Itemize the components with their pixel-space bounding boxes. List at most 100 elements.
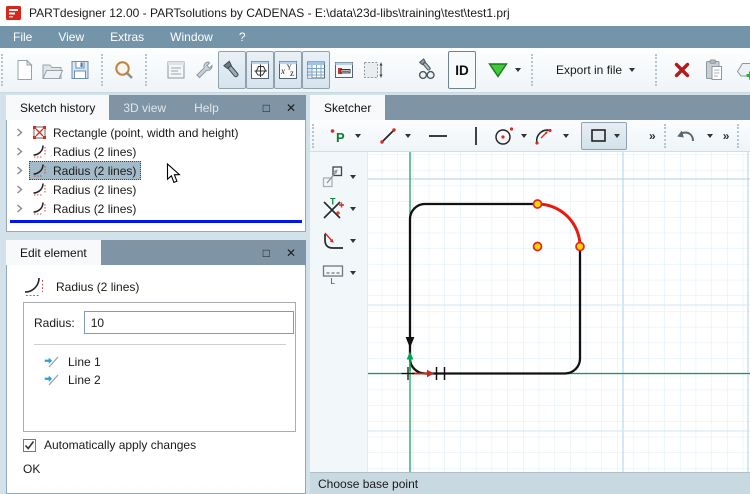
filter-dropdown-caret-icon[interactable]: [515, 68, 521, 72]
value-table-button[interactable]: [302, 51, 330, 89]
line-2-item[interactable]: Line 2: [44, 373, 101, 387]
arc-handles[interactable]: [532, 199, 585, 252]
tab-3d-view[interactable]: 3D view: [109, 95, 180, 120]
delete-button[interactable]: [668, 51, 696, 89]
tree-item-radius-4[interactable]: Radius (2 lines): [7, 199, 305, 218]
panel-window-buttons: □ ✕: [263, 95, 296, 120]
tab-sketcher[interactable]: Sketcher: [310, 95, 386, 120]
toolbar-grip[interactable]: [1, 54, 8, 86]
tree-item-radius-3[interactable]: Radius (2 lines): [7, 180, 305, 199]
auto-apply-checkbox[interactable]: [23, 438, 36, 452]
rectangle-tool-button-active[interactable]: [581, 121, 627, 150]
maximize-panel-button[interactable]: □: [262, 245, 270, 260]
toolbar-grip[interactable]: [531, 54, 538, 86]
expand-chevron-icon[interactable]: [15, 185, 24, 194]
trim-intersect-tool[interactable]: T: [321, 196, 356, 222]
sketch-view-button[interactable]: [246, 51, 274, 89]
tab-edit-element[interactable]: Edit element: [6, 240, 101, 265]
arc-dropdown-caret-icon[interactable]: [563, 133, 569, 138]
line-dropdown-caret-icon[interactable]: [405, 133, 411, 138]
tab-label: Edit element: [20, 245, 87, 260]
undo-dropdown-caret-icon[interactable]: [706, 133, 713, 138]
offset-contour-tool[interactable]: L: [321, 260, 356, 286]
fillet-radius-tool[interactable]: [321, 228, 356, 254]
element-header: Radius (2 lines): [23, 276, 139, 298]
export-in-file-button[interactable]: Export in file: [548, 51, 643, 89]
element-title: Radius (2 lines): [56, 280, 140, 294]
screw-preview-button[interactable]: [412, 51, 440, 89]
transform-dropdown-caret-icon[interactable]: [350, 175, 356, 179]
properties-icon: [167, 61, 185, 79]
tab-sketch-history[interactable]: Sketch history: [6, 95, 110, 120]
rectangle-dropdown-caret-icon[interactable]: [614, 133, 620, 138]
add-part-button[interactable]: [732, 51, 750, 89]
trim-dropdown-caret-icon[interactable]: [350, 207, 356, 211]
vertical-line-tool-button[interactable]: [463, 123, 489, 149]
fillet-dropdown-caret-icon[interactable]: [350, 239, 356, 243]
menu-file[interactable]: File: [13, 30, 33, 44]
workspace: Sketch history 3D view Help □ ✕: [0, 93, 750, 494]
line-1-item[interactable]: Line 1: [44, 355, 101, 369]
filter-triangle-button[interactable]: [484, 51, 512, 89]
radius-label: Radius:: [34, 315, 75, 330]
tab-label: Sketcher: [324, 100, 372, 115]
toolbar-grip[interactable]: [101, 54, 108, 86]
circle-dropdown-caret-icon[interactable]: [521, 133, 527, 138]
zoom-icon: [115, 61, 133, 79]
point-tool-icon: P: [330, 128, 345, 145]
delete-x-icon: [674, 62, 690, 78]
menu-view[interactable]: View: [58, 30, 85, 44]
horizontal-line-tool-button[interactable]: [425, 123, 451, 149]
save-button[interactable]: [66, 51, 94, 89]
undo-button[interactable]: [673, 123, 699, 149]
point-dropdown-caret-icon[interactable]: [355, 133, 361, 138]
expand-chevron-icon[interactable]: [15, 128, 24, 137]
expand-chevron-icon[interactable]: [15, 204, 24, 213]
tree-item-radius-1[interactable]: Radius (2 lines): [7, 142, 305, 161]
menu-window[interactable]: Window: [170, 30, 213, 44]
tree-item-radius-2-selected[interactable]: Radius (2 lines): [7, 161, 305, 180]
arc-tool-button[interactable]: [531, 123, 557, 149]
radius-input[interactable]: [83, 311, 294, 334]
zoom-button[interactable]: [110, 51, 138, 89]
dimension-window-button[interactable]: [330, 51, 358, 89]
screw-icon: [223, 60, 239, 78]
expand-chevron-icon[interactable]: [15, 147, 24, 156]
toolbar-grip[interactable]: [312, 123, 319, 148]
new-file-button[interactable]: [10, 51, 38, 89]
arc-tool-icon: [535, 128, 552, 145]
toolbar-grip[interactable]: [145, 54, 152, 86]
sketch-canvas[interactable]: [368, 152, 750, 472]
menu-help[interactable]: ?: [238, 30, 246, 44]
properties-button[interactable]: [162, 51, 190, 89]
toolbar-overflow-button[interactable]: »: [649, 128, 656, 143]
toolbar-grip[interactable]: [737, 123, 744, 148]
active-radius-arc[interactable]: [537, 202, 582, 247]
toolbar-grip[interactable]: [663, 123, 671, 148]
line-tool-button[interactable]: [375, 123, 401, 149]
menu-extras[interactable]: Extras: [110, 30, 145, 44]
toolbar-overflow-button[interactable]: »: [722, 128, 730, 143]
offset-dropdown-caret-icon[interactable]: [350, 271, 356, 275]
id-button[interactable]: ID: [448, 51, 476, 89]
xyz-variables-button[interactable]: x Y z: [274, 51, 302, 89]
tab-label: 3D view: [123, 100, 167, 115]
tab-help[interactable]: Help: [180, 95, 233, 120]
filter-triangle-icon: [488, 63, 508, 78]
paste-button[interactable]: [700, 51, 728, 89]
circle-tool-button[interactable]: [491, 123, 517, 149]
open-button[interactable]: [38, 51, 66, 89]
tree-item-rectangle[interactable]: Rectangle (point, width and height): [7, 123, 305, 142]
screw-3d-view-button[interactable]: [218, 51, 246, 89]
toolbar-grip[interactable]: [655, 54, 662, 86]
dimension-frame-button[interactable]: [358, 51, 386, 89]
transform-copy-tool[interactable]: [321, 164, 356, 190]
point-tool-button[interactable]: P: [325, 123, 351, 149]
close-panel-button[interactable]: ✕: [285, 100, 296, 115]
expand-chevron-icon[interactable]: [15, 166, 24, 175]
maximize-panel-button[interactable]: □: [262, 100, 270, 115]
origin-cross: [401, 367, 415, 380]
wrench-button[interactable]: [190, 51, 218, 89]
sketch-outline[interactable]: [408, 202, 582, 375]
close-panel-button[interactable]: ✕: [285, 245, 296, 260]
